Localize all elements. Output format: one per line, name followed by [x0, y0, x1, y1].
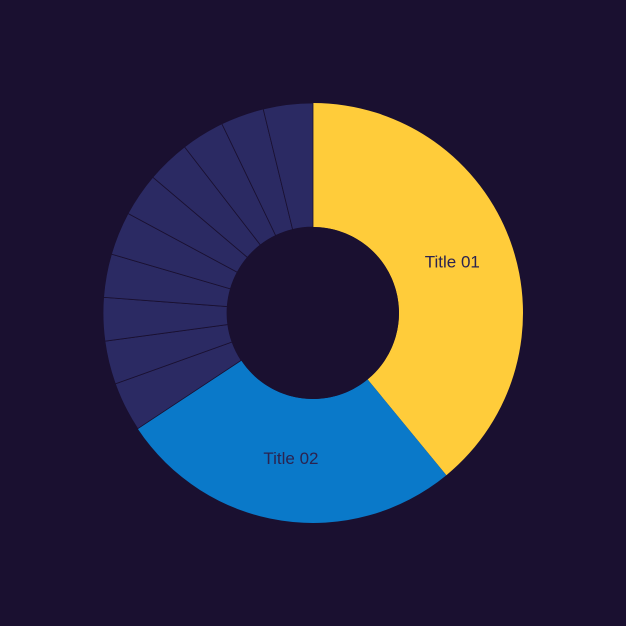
donut-labels: Title 01 Title 02	[263, 253, 480, 468]
slice-label-1: Title 01	[425, 253, 480, 272]
slice-label-2: Title 02	[263, 449, 318, 468]
donut-slice-1	[313, 103, 523, 476]
donut-slices	[102, 102, 523, 524]
donut-hole	[227, 227, 399, 399]
donut-slice-2	[137, 360, 447, 524]
